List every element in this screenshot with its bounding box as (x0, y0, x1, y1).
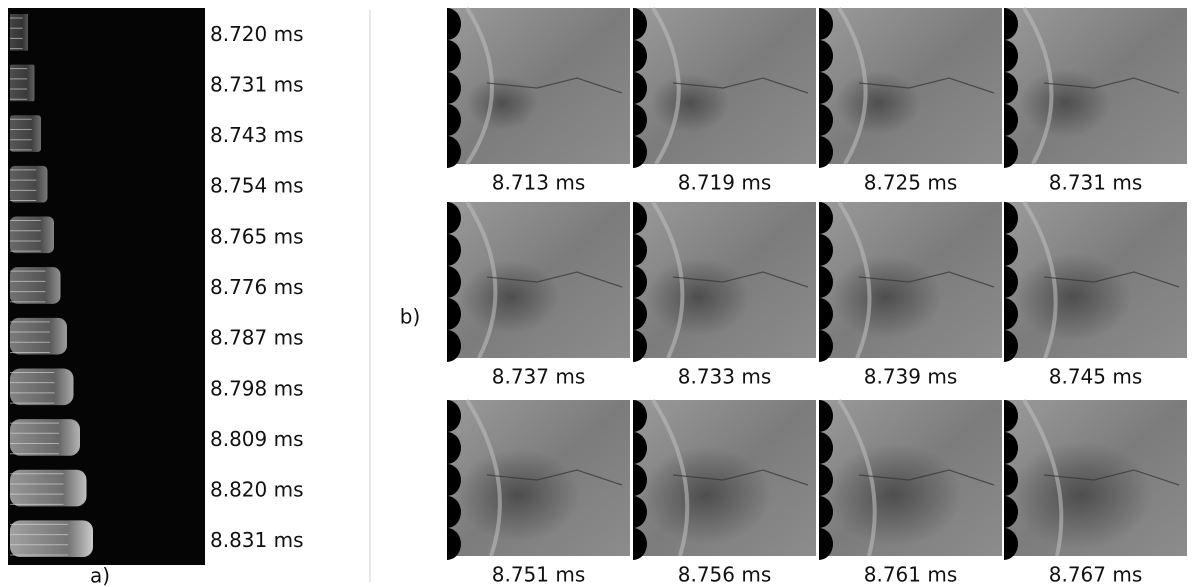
frame-time: 8.820 ms (210, 478, 304, 502)
frame-time: 8.787 ms (210, 326, 304, 350)
nozzle-edge (819, 202, 833, 362)
nozzle-edge (447, 8, 461, 168)
frame-time: 8.754 ms (210, 174, 304, 198)
jet-frame (10, 115, 41, 152)
frame-time: 8.761 ms (864, 563, 958, 587)
nozzle-edge (447, 400, 461, 560)
jet-frame (10, 166, 48, 203)
frame-time: 8.743 ms (210, 123, 304, 147)
frame-time: 8.756 ms (678, 563, 772, 587)
panel-label: b) (400, 305, 421, 329)
frame-shadow (1015, 253, 1132, 341)
jet-frame (10, 14, 28, 51)
jet-frame (10, 267, 61, 304)
jet-frame (10, 368, 74, 405)
frame-time: 8.765 ms (210, 224, 304, 248)
jet-frame (10, 470, 87, 507)
frame-time: 8.713 ms (492, 171, 586, 195)
jet-frame (10, 520, 93, 557)
jet-frame (10, 217, 54, 254)
jet-frame (10, 318, 67, 355)
nozzle-edge (633, 202, 647, 362)
nozzle-edge (1004, 400, 1018, 560)
frame-time: 8.725 ms (864, 171, 958, 195)
nozzle-edge (819, 8, 833, 168)
frame-time: 8.731 ms (1049, 171, 1143, 195)
frame-time: 8.745 ms (1049, 365, 1143, 389)
frame-shadow (641, 446, 771, 543)
frame-time: 8.737 ms (492, 365, 586, 389)
nozzle-edge (819, 400, 833, 560)
nozzle-edge (633, 8, 647, 168)
frame-shadow (456, 449, 579, 541)
jet-frame (10, 419, 80, 456)
frame-time: 8.776 ms (210, 275, 304, 299)
frame-time: 8.751 ms (492, 563, 586, 587)
nozzle-edge (1004, 8, 1018, 168)
frame-time: 8.767 ms (1049, 563, 1143, 587)
frame-shadow (1019, 69, 1110, 137)
frame-time: 8.798 ms (210, 376, 304, 400)
frame-time: 8.809 ms (210, 427, 304, 451)
frame-time: 8.731 ms (210, 72, 304, 96)
frame-time: 8.733 ms (678, 365, 772, 389)
figure: a) b) 8.720 ms 8.731 ms 8.743 ms 8.754 ms 8.… (0, 0, 1197, 587)
frame-shadow (651, 74, 729, 133)
frame-shadow (836, 71, 921, 135)
frame-shadow (831, 256, 941, 339)
nozzle-edge (633, 400, 647, 560)
frame-shadow (646, 258, 750, 336)
panel-label: a) (90, 564, 110, 587)
frame-shadow (461, 260, 559, 333)
frame-time: 8.831 ms (210, 528, 304, 552)
frame-shadow (1010, 442, 1152, 549)
frame-time: 8.739 ms (864, 365, 958, 389)
frame-time: 8.719 ms (678, 171, 772, 195)
nozzle-edge (447, 202, 461, 362)
nozzle-edge (1004, 202, 1018, 362)
frame-shadow (826, 444, 962, 546)
frame-time: 8.720 ms (210, 22, 304, 46)
jet-frame (10, 65, 35, 102)
